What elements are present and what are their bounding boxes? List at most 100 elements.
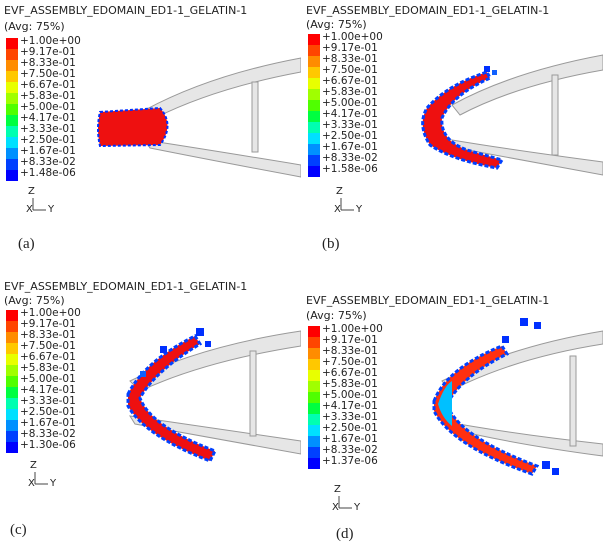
legend-swatch [308, 425, 320, 436]
legend-label: +4.17e-01 [322, 108, 378, 120]
field-cell [502, 336, 509, 343]
legend-label: +1.48e-06 [20, 167, 76, 179]
legend-label: +2.50e-01 [322, 422, 378, 434]
field-cell [484, 66, 490, 72]
legend-swatch [308, 436, 320, 447]
legend-swatch [6, 365, 18, 376]
legend-label: +4.17e-01 [20, 384, 76, 396]
averaging-label: (Avg: 75%) [4, 20, 65, 33]
legend-swatch [308, 45, 320, 56]
axis-lines [338, 496, 352, 509]
legend-label: +5.00e-01 [322, 97, 378, 109]
legend-label: +5.83e-01 [322, 86, 378, 98]
legend-swatch [6, 431, 18, 442]
legend-label: +7.50e-01 [20, 68, 76, 80]
field-region [421, 70, 505, 170]
legend-label: +3.33e-01 [322, 411, 378, 423]
legend-swatch [6, 60, 18, 71]
legend-label: +2.50e-01 [322, 130, 378, 142]
legend-label: +8.33e-02 [20, 156, 76, 168]
panel-label: (c) [10, 522, 27, 538]
legend-label: +3.33e-01 [20, 123, 76, 135]
legend-swatch [308, 155, 320, 166]
legend-label: +5.83e-01 [20, 362, 76, 374]
legend-swatch [308, 56, 320, 67]
legend-swatch [6, 398, 18, 409]
panel-title: EVF_ASSEMBLY_EDOMAIN_ED1-1_GELATIN-1 [306, 4, 550, 17]
legend-label: +1.67e-01 [322, 141, 378, 153]
axis-triad: Z X Y [26, 186, 76, 226]
legend-swatch [6, 409, 18, 420]
panel-title: EVF_ASSEMBLY_EDOMAIN_ED1-1_GELATIN-1 [4, 4, 248, 17]
legend-label: +1.30e-06 [20, 439, 76, 451]
legend-swatch [6, 137, 18, 148]
field-cell [205, 341, 211, 347]
panel-b: EVF_ASSEMBLY_EDOMAIN_ED1-1_GELATIN-1 (Av… [302, 0, 603, 274]
axis-x-label: X [332, 502, 339, 513]
legend-swatch [6, 343, 18, 354]
axis-y-label: Y [48, 204, 55, 215]
averaging-label: (Avg: 75%) [306, 309, 367, 322]
simulation-view [432, 318, 603, 476]
field-cell [552, 468, 559, 475]
legend-label: +1.37e-06 [322, 455, 378, 467]
averaging-label: (Avg: 75%) [4, 294, 65, 307]
legend-label: +8.33e-01 [322, 345, 378, 357]
fiber-structure [143, 57, 301, 178]
legend-label: +7.50e-01 [20, 340, 76, 352]
legend-label: +8.33e-02 [20, 428, 76, 440]
legend-swatch [6, 332, 18, 343]
legend-label: +1.67e-01 [322, 433, 378, 445]
legend-swatch [308, 166, 320, 177]
legend-swatch [6, 354, 18, 365]
legend-label: +5.00e-01 [322, 389, 378, 401]
legend-label: +8.33e-02 [322, 152, 378, 164]
panel-label: (d) [336, 526, 354, 542]
legend-swatch [308, 447, 320, 458]
legend-label: +7.50e-01 [322, 356, 378, 368]
axis-z-label: Z [28, 186, 35, 197]
panel-a: EVF_ASSEMBLY_EDOMAIN_ED1-1_GELATIN-1 (Av… [0, 0, 301, 274]
legend-label: +9.17e-01 [322, 334, 378, 346]
legend-swatch [6, 170, 18, 181]
axis-triad: Z X Y [332, 484, 382, 524]
legend-label: +1.00e+00 [322, 31, 383, 43]
field-cell [140, 371, 146, 377]
legend-swatch [6, 376, 18, 387]
legend-swatch [6, 148, 18, 159]
legend-swatch [6, 442, 18, 453]
legend-swatch [6, 49, 18, 60]
field-cell [542, 461, 550, 469]
legend-label: +6.67e-01 [322, 367, 378, 379]
legend-label: +4.17e-01 [322, 400, 378, 412]
legend-label: +9.17e-01 [20, 46, 76, 58]
legend-swatch [308, 100, 320, 111]
legend-swatch [308, 414, 320, 425]
legend-swatch [308, 381, 320, 392]
legend-label: +9.17e-01 [322, 42, 378, 54]
panel-label: (a) [18, 236, 35, 252]
legend-swatch [6, 310, 18, 321]
legend-swatch [308, 111, 320, 122]
legend-swatch [308, 67, 320, 78]
panel-title: EVF_ASSEMBLY_EDOMAIN_ED1-1_GELATIN-1 [4, 280, 248, 293]
legend-swatch [6, 71, 18, 82]
axis-triad: Z X Y [334, 186, 384, 226]
legend-label: +2.50e-01 [20, 134, 76, 146]
legend-swatch [308, 458, 320, 469]
axis-y-label: Y [354, 502, 361, 513]
legend-label: +2.50e-01 [20, 406, 76, 418]
axis-y-label: Y [356, 204, 363, 215]
axis-z-label: Z [30, 460, 37, 471]
axis-lines [32, 198, 46, 211]
averaging-label: (Avg: 75%) [306, 18, 367, 31]
legend-swatch [308, 144, 320, 155]
legend-label: +9.17e-01 [20, 318, 76, 330]
legend-swatch [308, 34, 320, 45]
field-region [97, 106, 169, 148]
fiber-structure [440, 330, 603, 457]
field-cell [534, 322, 541, 329]
legend-label: +5.83e-01 [322, 378, 378, 390]
legend-label: +8.33e-01 [20, 57, 76, 69]
legend-label: +4.17e-01 [20, 112, 76, 124]
